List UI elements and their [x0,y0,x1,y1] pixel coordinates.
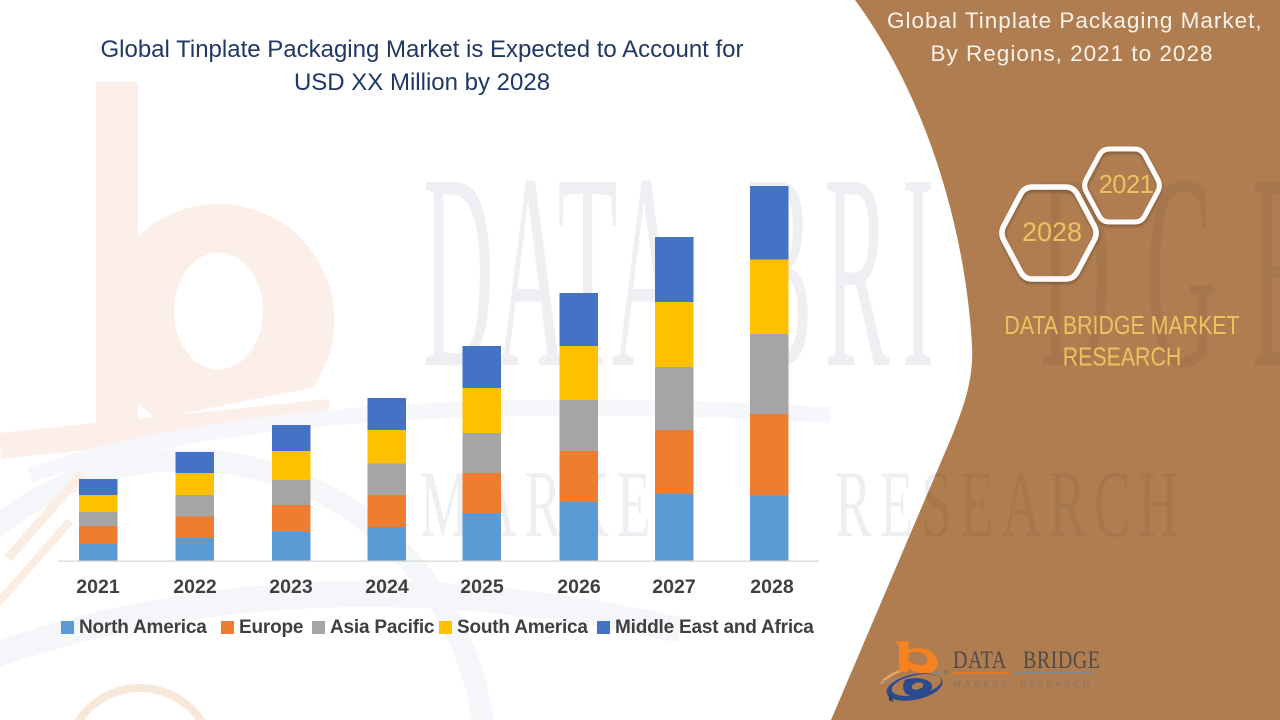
svg-text:®: ® [944,670,949,677]
svg-text:RESEARCH: RESEARCH [1020,679,1093,689]
svg-text:BRIDGE: BRIDGE [1023,646,1100,674]
svg-text:DATA: DATA [953,646,1007,674]
svg-text:MARKET: MARKET [953,679,1010,689]
